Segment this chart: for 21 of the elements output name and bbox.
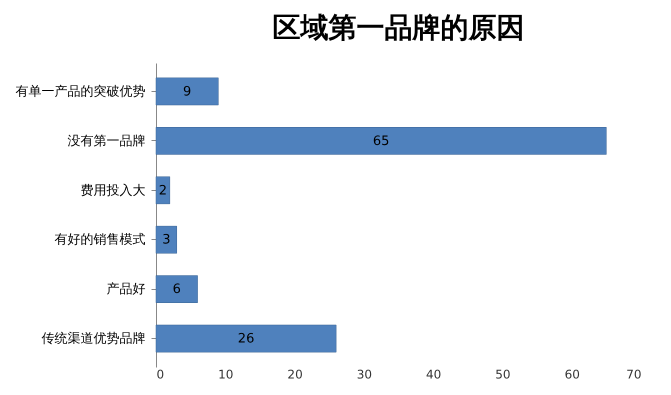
y-tick-label: 传统渠道优势品牌 bbox=[42, 332, 146, 347]
y-tick-label: 有好的销售模式 bbox=[54, 232, 146, 248]
y-tick-label: 产品好 bbox=[106, 282, 146, 298]
data-label: 3 bbox=[162, 232, 171, 248]
data-label: 9 bbox=[183, 84, 192, 100]
x-tick-label: 20 bbox=[287, 368, 303, 382]
x-tick-label: 10 bbox=[218, 368, 234, 382]
y-tick-label: 没有第一品牌 bbox=[68, 134, 146, 149]
y-tick-label: 费用投入大 bbox=[80, 183, 146, 198]
x-tick-label: 60 bbox=[564, 368, 580, 382]
data-label: 26 bbox=[238, 332, 254, 347]
x-tick-label: 50 bbox=[495, 368, 511, 382]
data-label: 65 bbox=[372, 134, 390, 149]
x-tick-label: 40 bbox=[426, 368, 442, 382]
y-tick-label: 有单一产品的突破优势 bbox=[16, 84, 146, 100]
x-tick-label: 0 bbox=[156, 368, 164, 382]
data-label: 2 bbox=[158, 183, 168, 198]
chart-title: 区域第一品牌的原因 bbox=[272, 11, 524, 44]
x-tick-label: 30 bbox=[356, 368, 372, 382]
data-label: 6 bbox=[172, 282, 181, 298]
x-tick-label: 70 bbox=[626, 368, 642, 382]
